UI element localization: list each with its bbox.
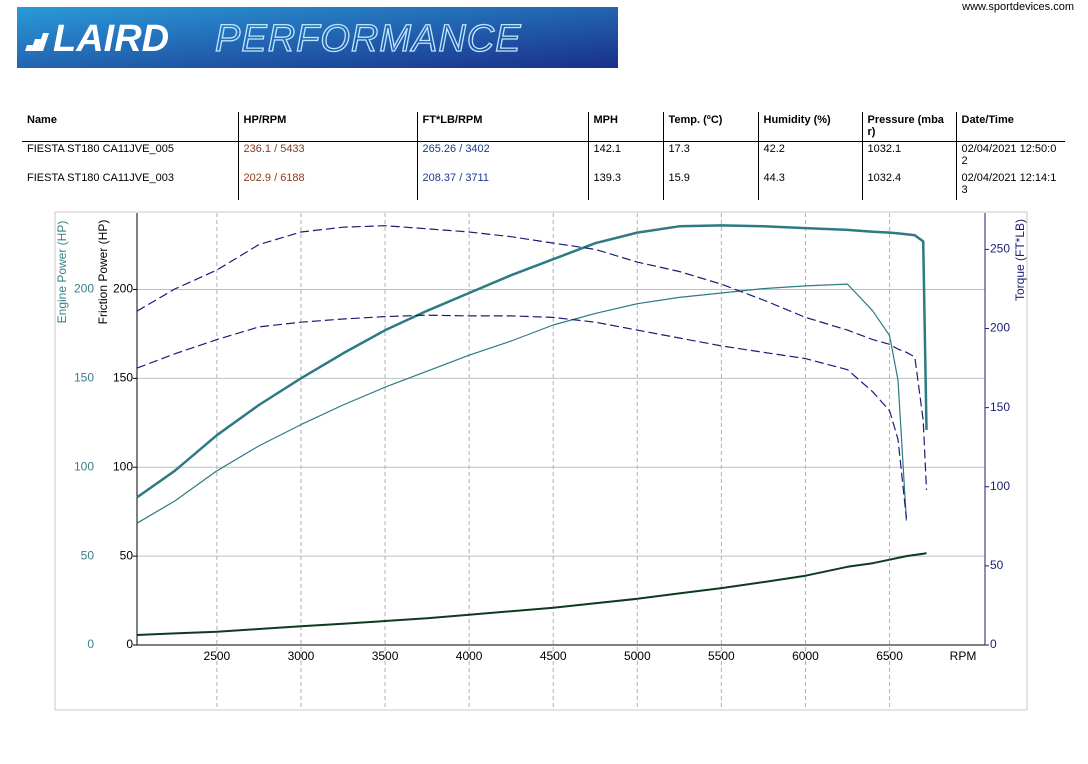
table-row: FIESTA ST180 CA11JVE_003 202.9 / 6188 208.… (22, 171, 1065, 200)
column-header: FT*LB/RPM (416, 112, 588, 142)
table-cell: FIESTA ST180 CA11JVE_003 (27, 172, 174, 184)
chart-frame (54, 211, 1028, 711)
x-tick-label: 3000 (288, 649, 315, 663)
x-tick-label: 2500 (204, 649, 231, 663)
table-cell: 42.2 (757, 141, 862, 171)
table-cell: 44.3 (757, 171, 862, 200)
y2-axis-label: Torque (FT*LB) (1013, 219, 1027, 301)
column-header: HP/RPM (237, 112, 417, 142)
y2-tick-label: 250 (990, 242, 1010, 256)
table-cell: 208.37 / 3711 (416, 171, 588, 200)
series-line (136, 224, 928, 499)
column-header: Humidity (%) (757, 112, 862, 142)
summary-table: Name HP/RPM FT*LB/RPM MPH Temp. (ºC) Humidity… (22, 112, 1065, 200)
y2-tick-label: 100 (990, 479, 1010, 493)
table-body: FIESTA ST180 CA11JVE_005 236.1 / 5433 265.… (22, 141, 1065, 200)
y3-tick-label: 150 (113, 371, 133, 385)
x-tick-label: 6500 (876, 649, 903, 663)
y2-tick-label: 200 (990, 321, 1010, 335)
y-axis-label: Engine Power (HP) (55, 221, 69, 324)
table-cell: 02/04/2021 12:50:02 (955, 141, 1065, 171)
column-header: Temp. (ºC) (662, 112, 758, 142)
logo: LAIRD PERFORMANCE (17, 7, 618, 68)
y-tick-label: 200 (74, 282, 94, 296)
url: www.sportdevices.com (962, 1, 1074, 13)
x-tick-label: 5000 (624, 649, 651, 663)
logo-bg (17, 7, 618, 68)
y-tick-label: 150 (74, 371, 94, 385)
series-line (136, 314, 907, 519)
x-tick-label: 4000 (456, 649, 483, 663)
x-tick-label: 5500 (708, 649, 735, 663)
table-cell: 139.3 (587, 171, 663, 200)
table-cell: 1032.1 (861, 141, 956, 171)
x-tick-label: 6000 (792, 649, 819, 663)
table-cell: 202.9 / 6188 (237, 171, 417, 200)
brand-suffix: PERFORMANCE (215, 18, 522, 60)
series-line (136, 552, 927, 636)
logo-stripes (25, 33, 49, 51)
column-header: MPH (587, 112, 663, 142)
y3-axis-label: Friction Power (HP) (96, 220, 110, 325)
y3-tick-label: 50 (120, 548, 134, 562)
y2-tick-label: 0 (990, 637, 997, 651)
column-header: Pressure (mbar) (861, 112, 956, 142)
table-cell: FIESTA ST180 CA11JVE_005 (27, 143, 174, 155)
table-cell: 142.1 (587, 141, 663, 171)
column-header: Date/Time (955, 112, 1065, 142)
y-tick-label: 50 (81, 548, 95, 562)
table-row: FIESTA ST180 CA11JVE_005 236.1 / 5433 265.… (22, 141, 1065, 171)
x-tick-label: 4500 (540, 649, 567, 663)
table-cell: 17.3 (662, 141, 758, 171)
y-tick-label: 100 (74, 459, 94, 473)
table-cell: 265.26 / 3402 (416, 141, 588, 171)
y3-tick-label: 100 (113, 459, 133, 473)
y-tick-label: 0 (87, 637, 94, 651)
x-tick-label: 3500 (372, 649, 399, 663)
y3-tick-label: 0 (126, 637, 133, 651)
column-header: Name (22, 112, 238, 142)
series-line (136, 283, 907, 524)
header-row: Name HP/RPM FT*LB/RPM MPH Temp. (ºC) Humidity… (22, 112, 1065, 142)
y2-tick-label: 150 (990, 400, 1010, 414)
table-cell: 1032.4 (861, 171, 956, 200)
x-axis-label: RPM (950, 649, 977, 663)
table-cell: 15.9 (662, 171, 758, 200)
y2-tick-label: 50 (990, 558, 1004, 572)
y3-tick-label: 200 (113, 282, 133, 296)
series-line (136, 225, 928, 490)
table-cell: 236.1 / 5433 (237, 141, 417, 171)
table-cell: 02/04/2021 12:14:13 (955, 171, 1065, 200)
brand: LAIRD (53, 18, 169, 60)
